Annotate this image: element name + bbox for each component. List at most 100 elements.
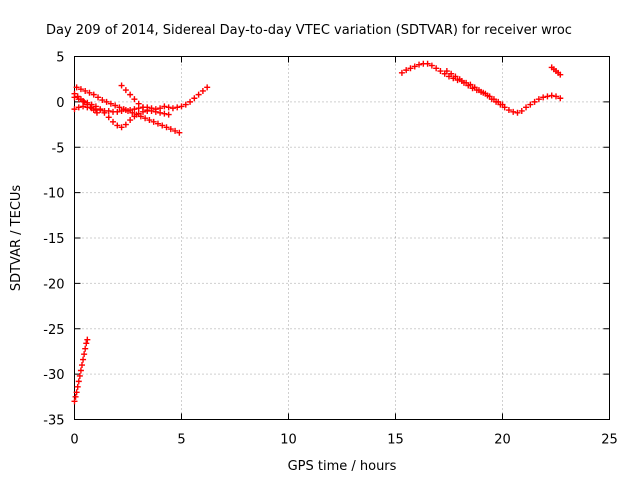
data-point [152, 108, 159, 115]
data-point [553, 93, 559, 100]
series-track-d [71, 90, 100, 116]
data-point [142, 115, 149, 122]
data-point [165, 104, 172, 111]
data-point [514, 109, 521, 116]
data-point [424, 60, 431, 67]
data-point [122, 121, 129, 128]
data-point [82, 87, 89, 94]
data-point [499, 101, 506, 108]
data-point [105, 107, 112, 114]
x-tick-label: 0 [70, 433, 78, 448]
data-point [71, 90, 78, 97]
data-point [174, 104, 181, 111]
data-point [178, 103, 185, 110]
series-track-f [71, 336, 91, 405]
data-point [510, 108, 517, 115]
data-point [505, 107, 512, 114]
data-point [478, 88, 485, 95]
y-tick-label: -35 [43, 414, 64, 429]
data-point [131, 113, 138, 120]
data-point [191, 95, 198, 102]
data-point [120, 106, 127, 113]
data-point [90, 107, 97, 114]
data-point [161, 110, 168, 117]
data-point [535, 96, 542, 103]
data-point [437, 68, 444, 75]
data-point [74, 93, 81, 100]
data-point [433, 65, 440, 72]
data-point [75, 104, 82, 111]
data-point [148, 107, 155, 114]
data-point [139, 104, 146, 111]
y-tick-label: -15 [43, 232, 64, 247]
axis-ticks: 0 5 10 15 20 25 5 0 -5 -10 -15 -20 -25 -30 -35 [43, 51, 618, 448]
x-tick-label: 20 [494, 433, 511, 448]
x-tick-label: 15 [387, 433, 404, 448]
y-tick-label: -5 [52, 141, 65, 156]
y-tick-label: -25 [43, 323, 64, 338]
data-point [74, 383, 81, 390]
data-point [154, 120, 161, 127]
data-point [127, 91, 134, 98]
data-point [84, 101, 91, 108]
data-point [531, 98, 538, 105]
chart-title: Day 209 of 2014, Sidereal Day-to-day VTE… [46, 23, 572, 38]
series-track-h [443, 68, 506, 108]
data-point [135, 110, 142, 117]
data-point [150, 118, 157, 125]
data-point [87, 104, 94, 111]
data-point [163, 124, 170, 131]
data-point [105, 114, 112, 121]
grid-lines [74, 56, 610, 420]
y-tick-label: -30 [43, 368, 64, 383]
data-point [544, 93, 551, 100]
data-point [204, 84, 211, 91]
data-point [403, 67, 410, 74]
data-point [95, 94, 102, 101]
y-tick-label: -20 [43, 277, 64, 292]
data-point [76, 372, 83, 379]
data-point [97, 106, 104, 113]
data-point [167, 126, 174, 133]
data-point [195, 91, 202, 98]
x-axis-label: GPS time / hours [288, 459, 397, 474]
data-point [77, 367, 84, 374]
data-point [495, 98, 502, 105]
data-point [127, 117, 134, 124]
data-point [80, 356, 87, 363]
data-point [99, 97, 106, 104]
data-point [523, 104, 530, 111]
data-point [172, 127, 179, 134]
data-point [159, 122, 166, 129]
data-point [72, 393, 79, 400]
data-point [182, 101, 189, 108]
data-point [81, 351, 88, 358]
data-point [169, 105, 176, 112]
data-point [86, 89, 93, 96]
data-point [93, 109, 100, 116]
data-point [527, 101, 534, 108]
data-point [118, 82, 125, 89]
data-point [490, 96, 497, 103]
data-point [176, 129, 183, 136]
data-point [486, 93, 493, 100]
x-tick-label: 10 [280, 433, 297, 448]
data-point [469, 85, 476, 92]
data-point [428, 62, 435, 69]
data-point [131, 96, 138, 103]
data-point [407, 65, 414, 72]
data-point [448, 70, 455, 77]
data-point [122, 87, 129, 94]
data-point [116, 104, 123, 111]
y-tick-label: -10 [43, 187, 64, 202]
data-point [80, 103, 87, 110]
data-point [146, 117, 153, 124]
data-point [548, 92, 555, 99]
data-point [456, 76, 463, 83]
data-point [518, 107, 525, 114]
series-track-b [73, 84, 183, 136]
data-point [83, 340, 90, 347]
data-point [118, 124, 125, 131]
data-point [540, 94, 547, 101]
data-point [84, 336, 91, 343]
